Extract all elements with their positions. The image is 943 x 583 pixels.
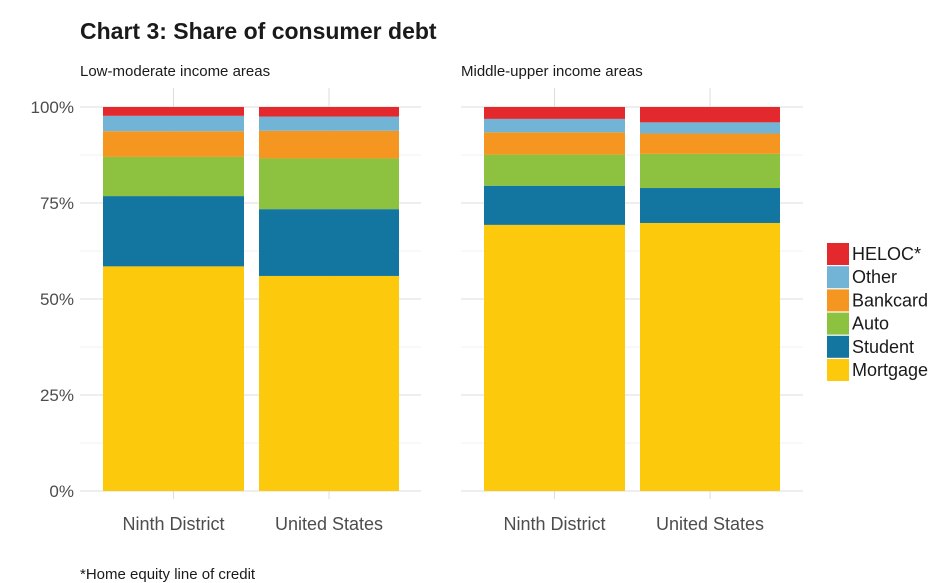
legend-swatch-mortgage <box>827 359 849 381</box>
panel-low-moderate-income: Ninth District United States <box>80 88 421 534</box>
panel-middle-upper-income: Ninth District United States <box>461 88 803 534</box>
bar-segment-bankcard-ninth-district <box>484 132 625 155</box>
y-tick-label: 0% <box>49 482 74 501</box>
legend-swatch-student <box>827 335 849 358</box>
legend-swatch-auto <box>827 312 849 335</box>
bar-segment-auto-united-states <box>640 153 780 189</box>
bar-segment-auto-united-states <box>259 158 399 210</box>
bar-segment-auto-ninth-district <box>103 156 244 197</box>
legend-label-student: Student <box>852 337 914 357</box>
legend-swatch-heloc <box>827 243 849 265</box>
bar-segment-heloc-ninth-district <box>103 107 244 116</box>
bar-segment-bankcard-united-states <box>640 133 780 154</box>
legend-swatch-other <box>827 266 849 289</box>
legend-label-other: Other <box>852 267 897 287</box>
bar-segment-heloc-united-states <box>640 107 780 123</box>
x-tick-label: Ninth District <box>122 514 224 534</box>
bar-segment-bankcard-united-states <box>259 130 399 159</box>
legend-label-bankcard: Bankcard <box>852 290 928 310</box>
bar-segment-mortgage-ninth-district <box>103 266 244 491</box>
bar-segment-other-united-states <box>640 122 780 134</box>
y-tick-label: 100% <box>31 98 74 117</box>
bar-segment-auto-ninth-district <box>484 154 625 186</box>
y-tick-label: 75% <box>40 194 74 213</box>
legend-label-mortgage: Mortgage <box>852 360 928 380</box>
legend-swatch-bankcard <box>827 289 849 312</box>
y-tick-label: 50% <box>40 290 74 309</box>
y-tick-label: 25% <box>40 386 74 405</box>
x-tick-label: United States <box>275 514 383 534</box>
legend: HELOC* Other Bankcard Auto Student Mortgage <box>827 243 928 381</box>
bar-segment-heloc-ninth-district <box>484 107 625 119</box>
bar-segment-other-united-states <box>259 116 399 131</box>
bar-segment-mortgage-united-states <box>259 275 399 491</box>
x-tick-label: Ninth District <box>503 514 605 534</box>
bar-segment-bankcard-ninth-district <box>103 131 244 157</box>
bar-segment-student-ninth-district <box>103 196 244 267</box>
panel-title-middle-upper: Middle-upper income areas <box>461 63 643 80</box>
bar-segment-student-ninth-district <box>484 185 625 225</box>
bar-segment-mortgage-ninth-district <box>484 224 625 491</box>
bar-segment-heloc-united-states <box>259 107 399 117</box>
x-tick-label: United States <box>656 514 764 534</box>
bar-segment-student-united-states <box>640 188 780 223</box>
bar-segment-other-ninth-district <box>484 118 625 133</box>
chart-caption: *Home equity line of credit <box>80 566 256 583</box>
legend-label-heloc: HELOC* <box>852 244 921 264</box>
chart-title: Chart 3: Share of consumer debt <box>80 18 437 44</box>
bar-segment-other-ninth-district <box>103 115 244 132</box>
bar-segment-student-united-states <box>259 209 399 276</box>
panel-title-low-moderate: Low-moderate income areas <box>80 63 270 80</box>
bar-segment-mortgage-united-states <box>640 222 780 491</box>
legend-label-auto: Auto <box>852 314 889 334</box>
y-axis: 0% 25% 50% 75% 100% <box>31 98 74 501</box>
